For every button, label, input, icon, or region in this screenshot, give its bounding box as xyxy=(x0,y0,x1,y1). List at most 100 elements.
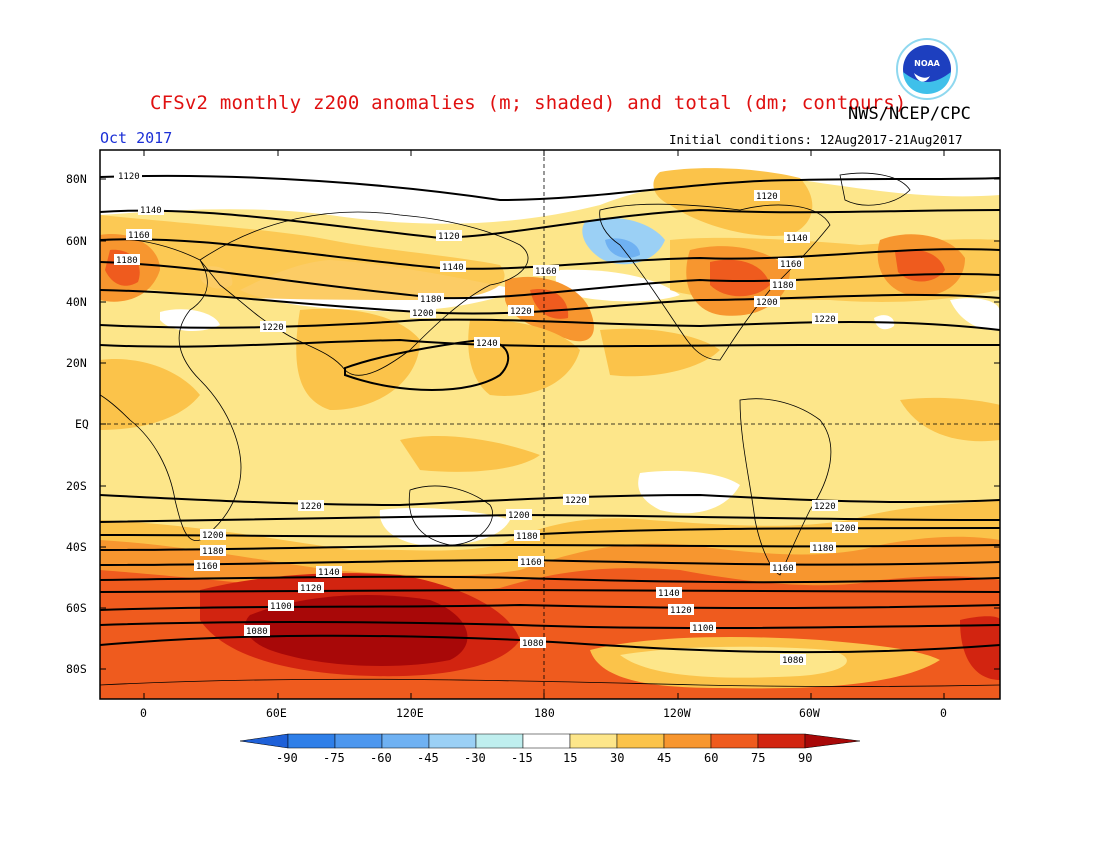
svg-text:1220: 1220 xyxy=(262,323,284,333)
contour-1140-sh xyxy=(100,588,1000,593)
colorbar-label: -15 xyxy=(511,751,533,765)
contour-label: 1180 xyxy=(770,279,796,291)
contour-label: 1220 xyxy=(508,305,534,317)
contour-1100-sh xyxy=(100,620,1000,630)
lon-label: 0 xyxy=(940,706,947,720)
contour-label: 1100 xyxy=(690,622,716,634)
contour-label: 1160 xyxy=(518,556,544,568)
shade-trop-indian xyxy=(296,308,420,410)
svg-text:1220: 1220 xyxy=(814,315,836,325)
shade-nh-band-west xyxy=(100,215,505,300)
svg-text:1160: 1160 xyxy=(196,562,218,572)
contour-label: 1180 xyxy=(200,545,226,557)
lat-label: 60S xyxy=(66,601,87,615)
contour-label: 1220 xyxy=(260,321,286,333)
lon-label: 120W xyxy=(663,706,691,720)
colorbar-label: 60 xyxy=(704,751,719,765)
contour-label: 1080 xyxy=(780,654,806,666)
svg-text:1220: 1220 xyxy=(814,502,836,512)
contour-label: 1120 xyxy=(668,604,694,616)
contour-label: 1240 xyxy=(474,337,500,349)
antarctica-outline xyxy=(100,678,1000,687)
svg-text:1120: 1120 xyxy=(300,584,322,594)
contour-label: 1120 xyxy=(114,170,142,182)
contour-label: 1220 xyxy=(563,494,589,506)
contour-label: 1200 xyxy=(754,296,780,308)
noaa-logo-icon: NOAA xyxy=(896,38,958,100)
contour-1220-nh xyxy=(100,318,1000,331)
contour-label: 1160 xyxy=(778,258,804,270)
lat-label: 20S xyxy=(66,479,87,493)
contour-label: 1100 xyxy=(268,600,294,612)
contour-label: 1120 xyxy=(298,582,324,594)
shade-red-180 xyxy=(530,289,569,319)
north-america-outline xyxy=(599,203,831,361)
svg-text:1140: 1140 xyxy=(442,263,464,273)
svg-text:1180: 1180 xyxy=(516,532,538,542)
contour-label: 1160 xyxy=(194,560,220,572)
svg-text:1180: 1180 xyxy=(812,544,834,554)
shade-white-atlantic xyxy=(950,298,1000,331)
contour-label: 1200 xyxy=(410,307,436,319)
lon-label: 60W xyxy=(799,706,820,720)
lat-label: 40N xyxy=(66,295,87,309)
colorbar-label: -45 xyxy=(417,751,439,765)
colorbar-label: -75 xyxy=(323,751,345,765)
svg-text:1160: 1160 xyxy=(520,558,542,568)
svg-text:1120: 1120 xyxy=(756,192,778,202)
contour-1140-nh xyxy=(100,208,1000,240)
contour-1230-nh xyxy=(100,338,1000,348)
shade-arctic-white xyxy=(100,150,1000,224)
colorbar-label: -30 xyxy=(464,751,486,765)
shade-red-america xyxy=(710,259,770,297)
shade-white-south-pac xyxy=(638,470,740,514)
colorbar-arrow-left xyxy=(239,733,289,749)
forecast-month: Oct 2017 xyxy=(100,129,173,147)
svg-text:1080: 1080 xyxy=(782,656,804,666)
lon-label: 0 xyxy=(140,706,147,720)
svg-text:1140: 1140 xyxy=(786,234,808,244)
svg-text:1080: 1080 xyxy=(522,639,544,649)
lat-label: 40S xyxy=(66,540,87,554)
contour-label: 1140 xyxy=(440,261,466,273)
contour-label: 1180 xyxy=(114,254,140,266)
contour-label: 1080 xyxy=(244,625,270,637)
colorbar-label: 30 xyxy=(610,751,625,765)
contour-label: 1120 xyxy=(436,230,462,242)
lat-label: 80S xyxy=(66,662,87,676)
svg-text:1180: 1180 xyxy=(420,295,442,305)
contour-label: 1180 xyxy=(810,542,836,554)
contour-label: 1080 xyxy=(520,637,546,649)
colorbar-arrow-right xyxy=(804,733,861,749)
svg-text:1140: 1140 xyxy=(658,589,680,599)
shade-trop-east xyxy=(600,328,720,377)
svg-text:1180: 1180 xyxy=(202,547,224,557)
contour-label: 1140 xyxy=(316,566,342,578)
page-title: CFSv2 monthly z200 anomalies (m; shaded)… xyxy=(150,92,907,114)
shade-sh-red-east xyxy=(960,616,1000,680)
colorbar xyxy=(239,733,861,749)
svg-text:1160: 1160 xyxy=(128,231,150,241)
shade-trop-south xyxy=(400,435,540,472)
shade-sh-maroon xyxy=(245,595,468,666)
contour-1240-nh xyxy=(344,338,510,391)
svg-text:1080: 1080 xyxy=(246,627,268,637)
svg-text:1200: 1200 xyxy=(412,309,434,319)
svg-text:1200: 1200 xyxy=(756,298,778,308)
svg-text:1180: 1180 xyxy=(772,281,794,291)
svg-text:1200: 1200 xyxy=(834,524,856,534)
svg-text:NOAA: NOAA xyxy=(914,59,940,68)
greenland-outline xyxy=(839,172,911,206)
svg-text:1100: 1100 xyxy=(270,602,292,612)
colorbar-label: 90 xyxy=(798,751,813,765)
anomaly-shading xyxy=(100,150,1000,699)
svg-text:1160: 1160 xyxy=(772,564,794,574)
colorbar-label: -60 xyxy=(370,751,392,765)
svg-text:1100: 1100 xyxy=(692,624,714,634)
lat-label: EQ xyxy=(75,417,89,431)
lon-label: 180 xyxy=(534,706,555,720)
contour-1150-sh xyxy=(100,575,1000,584)
svg-text:1180: 1180 xyxy=(116,256,138,266)
contour-label: 1220 xyxy=(298,500,324,512)
